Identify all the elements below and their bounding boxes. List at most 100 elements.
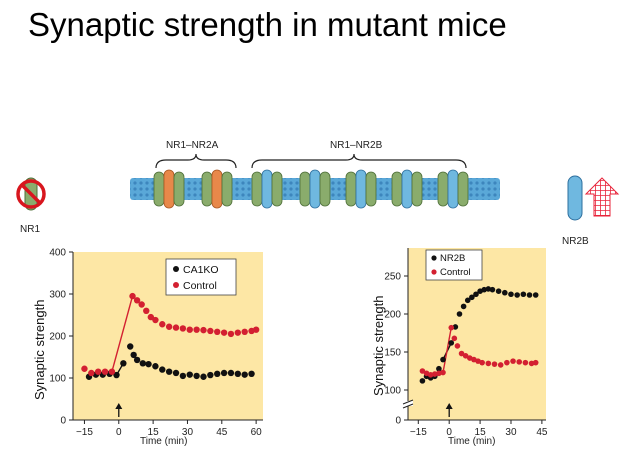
series-line-control: [111, 295, 134, 372]
x-tick-label: 0: [116, 427, 122, 438]
point-ca1ko: [193, 372, 200, 380]
legend-nr2b: NR2B: [440, 253, 465, 264]
point-control: [94, 368, 102, 375]
receptor-group: [153, 169, 469, 209]
tick-marks: −15 0 15 30 45 60 0 100 200 300 400: [49, 248, 262, 439]
point-ca1ko: [186, 371, 193, 378]
point-ca1ko: [200, 373, 207, 380]
legend-control: Control: [440, 267, 471, 278]
point-ca1ko: [113, 371, 120, 379]
point-nr2b: [469, 294, 475, 301]
point-control: [241, 328, 248, 335]
chart-right: Synaptic strength Time (min) NR2B Contro…: [371, 248, 548, 447]
point-control: [516, 359, 523, 365]
y-tick-label: 200: [384, 310, 401, 321]
nmda-receptor: [251, 169, 283, 209]
point-control: [129, 292, 136, 300]
point-control: [108, 368, 116, 375]
y-tick-label: 250: [384, 272, 401, 283]
slide-title: Synaptic strength in mutant mice: [28, 6, 507, 43]
nr1-label: NR1: [20, 224, 40, 235]
y-tick-label: 0: [60, 416, 66, 427]
point-control: [147, 313, 155, 321]
nr2b-bracket: [251, 153, 467, 169]
nmda-receptor: [153, 169, 185, 209]
series-line-control: [442, 327, 452, 373]
point-control: [485, 360, 492, 367]
x-axis-label: Time (min): [448, 436, 495, 447]
point-nr2b: [514, 292, 520, 298]
point-control: [458, 350, 465, 357]
nr2b-group-label: NR1–NR2B: [330, 140, 383, 151]
point-ca1ko: [139, 360, 147, 367]
nmda-receptor: [201, 169, 233, 209]
y-tick-label: 100: [384, 386, 401, 397]
x-tick-label: 15: [148, 427, 160, 438]
x-tick-label: 30: [505, 427, 517, 438]
point-control: [454, 343, 461, 349]
y-axis-label: Synaptic strength: [371, 296, 386, 396]
point-control: [81, 365, 88, 372]
nr2a-bracket: [155, 153, 237, 169]
nr2b-label: NR2B: [562, 236, 589, 247]
y-tick-label: 100: [49, 374, 66, 385]
point-ca1ko: [130, 351, 137, 359]
point-nr2b: [464, 297, 471, 304]
point-nr2b: [436, 365, 442, 372]
point-nr2b: [520, 291, 527, 298]
x-tick-label: 30: [182, 427, 194, 438]
point-ca1ko: [165, 368, 173, 375]
nr2a-group-label: NR1–NR2A: [166, 140, 219, 151]
point-ca1ko: [172, 369, 180, 377]
x-tick-label: −15: [76, 427, 93, 438]
point-control: [159, 321, 166, 328]
chart-left: Synaptic strength Time (min) CA1KO Contr…: [32, 248, 263, 447]
point-ca1ko: [179, 372, 187, 380]
y-tick-label: 200: [49, 332, 66, 343]
point-control: [165, 323, 173, 330]
point-ca1ko: [127, 343, 134, 350]
point-nr2b: [532, 292, 539, 298]
x-tick-label: 45: [536, 427, 548, 438]
stimulus-arrow: [115, 403, 123, 417]
point-control: [227, 330, 235, 338]
series-lines: [442, 327, 452, 373]
point-nr2b: [473, 291, 479, 298]
y-tick-label: 150: [384, 348, 401, 359]
point-control: [133, 297, 141, 304]
point-control: [252, 326, 260, 333]
x-tick-label: 0: [446, 427, 452, 438]
point-control: [532, 359, 539, 366]
x-tick-label: 15: [475, 427, 487, 438]
point-control: [448, 324, 455, 331]
nmda-receptor: [391, 169, 423, 209]
point-control: [419, 368, 426, 374]
y-tick-label: 300: [49, 290, 66, 301]
point-ca1ko: [159, 366, 166, 373]
legend-ca1ko: CA1KO: [183, 264, 219, 276]
legend-control: Control: [183, 280, 217, 292]
point-control: [522, 359, 529, 366]
point-nr2b: [502, 289, 508, 296]
point-nr2b: [440, 356, 446, 363]
point-control: [138, 301, 145, 308]
nmda-receptor: [345, 169, 377, 209]
data-points: [81, 292, 260, 380]
point-nr2b: [460, 303, 467, 310]
point-control: [200, 326, 207, 334]
point-control: [88, 369, 95, 377]
point-control: [510, 358, 516, 364]
point-ca1ko: [133, 356, 141, 364]
x-tick-label: 45: [216, 427, 228, 438]
nmda-receptor: [437, 169, 469, 209]
point-ca1ko: [241, 371, 248, 378]
point-ca1ko: [120, 360, 127, 367]
tick-marks: −15 0 15 30 45 0 100 150 200 250: [384, 272, 548, 439]
legend: CA1KO Control: [165, 258, 237, 296]
point-control: [504, 359, 510, 366]
point-ca1ko: [152, 363, 159, 370]
point-control: [186, 326, 193, 333]
y-axis-label: Synaptic strength: [32, 300, 47, 400]
point-nr2b: [526, 292, 533, 298]
